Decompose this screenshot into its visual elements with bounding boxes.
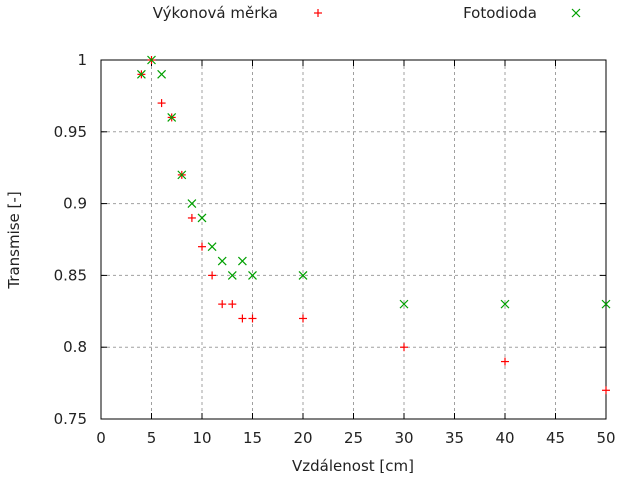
x-tick-label: 5	[147, 429, 157, 447]
point-fotodioda	[248, 270, 257, 280]
x-tick-label: 10	[192, 429, 211, 447]
x-tick-label: 40	[495, 429, 514, 447]
marker-stroke	[147, 55, 156, 65]
y-tick-label: 0.8	[63, 338, 87, 356]
y-tick-label: 0.9	[63, 195, 87, 213]
marker-stroke	[571, 8, 581, 18]
x-tick-label: 30	[394, 429, 413, 447]
point-fotodioda	[187, 199, 197, 209]
point-fotodioda	[298, 270, 308, 280]
grid	[101, 60, 606, 419]
axis-ticks: 0 5 10 15 20 25 30 35 40 45 50 0.75 0.8 0.85 0.9 0.95 1	[54, 51, 616, 447]
marker-stroke	[207, 242, 217, 252]
x-tick-label: 0	[96, 429, 106, 447]
marker-stroke	[187, 199, 197, 209]
legend-marker-fotodioda	[571, 8, 581, 18]
y-tick-label: 0.85	[54, 266, 87, 284]
marker-stroke	[500, 299, 510, 309]
point-vykonova-merka	[299, 314, 307, 323]
point-vykonova-merka	[602, 386, 610, 395]
marker-stroke	[237, 256, 247, 266]
y-tick-label: 0.75	[54, 410, 87, 428]
y-axis-label: Transmise [-]	[5, 191, 23, 289]
marker-stroke	[167, 113, 177, 122]
x-axis-label: Vzdálenost [cm]	[292, 457, 414, 475]
marker-stroke	[248, 270, 257, 280]
point-vykonova-merka	[198, 242, 206, 251]
x-tick-label: 15	[243, 429, 262, 447]
point-fotodioda	[237, 256, 247, 266]
point-fotodioda	[601, 299, 611, 309]
marker-stroke	[227, 270, 237, 280]
point-fotodioda	[500, 299, 510, 309]
marker-stroke	[399, 299, 409, 309]
point-vykonova-merka	[187, 213, 196, 222]
point-fotodioda	[136, 69, 146, 79]
point-vykonova-merka	[218, 300, 227, 309]
point-vykonova-merka	[400, 343, 408, 352]
legend: Výkonová měrka Fotodioda	[153, 4, 581, 22]
x-tick-label: 25	[344, 429, 363, 447]
y-tick-label: 0.95	[54, 123, 87, 141]
marker-stroke	[157, 69, 167, 79]
point-fotodioda	[399, 299, 409, 309]
point-fotodioda	[197, 213, 207, 223]
legend-marker-vykonova-merka	[314, 9, 322, 17]
x-tick-label: 35	[445, 429, 464, 447]
x-tick-label: 50	[596, 429, 615, 447]
legend-label-fotodioda: Fotodioda	[463, 4, 537, 22]
point-fotodioda	[207, 242, 217, 252]
data-points	[136, 55, 611, 395]
point-fotodioda	[167, 113, 177, 122]
point-fotodioda	[227, 270, 237, 280]
x-tick-label: 20	[293, 429, 312, 447]
point-vykonova-merka	[208, 271, 217, 280]
marker-stroke	[601, 299, 611, 309]
point-fotodioda	[217, 256, 227, 266]
legend-label-vykonova-merka: Výkonová měrka	[153, 4, 278, 22]
marker-stroke	[217, 256, 227, 266]
point-fotodioda	[177, 170, 187, 180]
point-fotodioda	[147, 55, 156, 65]
y-tick-label: 1	[77, 51, 87, 69]
marker-stroke	[136, 69, 146, 79]
point-vykonova-merka	[157, 99, 166, 108]
point-vykonova-merka	[501, 357, 509, 366]
marker-stroke	[177, 170, 187, 180]
plot-border	[100, 59, 607, 420]
point-vykonova-merka	[238, 314, 247, 323]
point-vykonova-merka	[248, 314, 257, 323]
point-vykonova-merka	[228, 300, 237, 309]
marker-stroke	[197, 213, 207, 223]
marker-stroke	[298, 270, 308, 280]
x-tick-label: 45	[546, 429, 565, 447]
point-fotodioda	[157, 69, 167, 79]
